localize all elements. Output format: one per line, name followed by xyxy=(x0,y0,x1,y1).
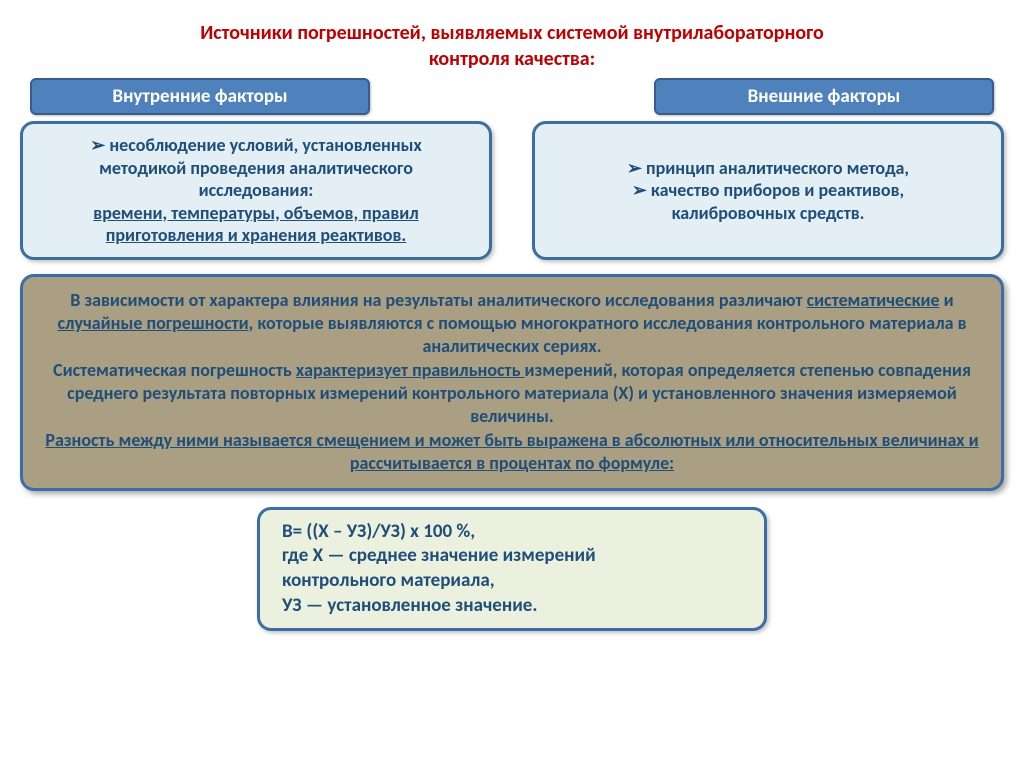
right-item2b: калибровочных средств. xyxy=(551,202,985,225)
formula-box: В= ((Х – УЗ)/УЗ) х 100 %, где Х — средне… xyxy=(257,507,767,632)
title-line-2: контроля качества: xyxy=(429,47,595,71)
big-u1: систематические xyxy=(807,289,940,311)
title-line-1: Источники погрешностей, выявляемых систе… xyxy=(200,21,824,45)
left-line1: несоблюдение условий, установленных xyxy=(109,134,421,156)
boxes-row: несоблюдение условий, установленных мето… xyxy=(10,121,1014,260)
box-right: принцип аналитического метода, качество … xyxy=(532,121,1004,260)
header-row: Внутренние факторы Внешние факторы xyxy=(10,78,1014,115)
formula-l3: контрольного материала, xyxy=(282,569,742,594)
left-line2: методикой проведения аналитического xyxy=(39,157,473,180)
box-left: несоблюдение условий, установленных мето… xyxy=(20,121,492,260)
big-t2: и xyxy=(940,289,954,311)
right-item2a: качество приборов и реактивов, xyxy=(651,179,904,201)
formula-l1: В= ((Х – УЗ)/УЗ) х 100 %, xyxy=(282,520,742,545)
page-title: Источники погрешностей, выявляемых систе… xyxy=(10,20,1014,72)
big-t4: Систематическая погрешность xyxy=(53,359,296,381)
left-under1: времени, температуры, объемов, правил xyxy=(39,202,473,225)
header-left: Внутренние факторы xyxy=(30,78,370,115)
big-u3: характеризует правильность xyxy=(296,359,525,381)
left-under2: приготовления и хранения реактивов. xyxy=(39,224,473,247)
big-box: В зависимости от характера влияния на ре… xyxy=(20,274,1004,491)
right-item1: принцип аналитического метода, xyxy=(646,157,909,179)
header-right: Внешние факторы xyxy=(654,78,994,115)
formula-l4: УЗ — установленное значение. xyxy=(282,594,742,619)
big-u2: случайные погрешности xyxy=(57,312,248,334)
formula-l2: где Х — среднее значение измерений xyxy=(282,544,742,569)
big-t3: , которые выявляются с помощью многократ… xyxy=(249,312,967,357)
big-t1: В зависимости от характера влияния на ре… xyxy=(70,289,806,311)
left-line3: исследования: xyxy=(39,179,473,202)
big-u4: Разность между ними называется смещением… xyxy=(45,429,978,474)
